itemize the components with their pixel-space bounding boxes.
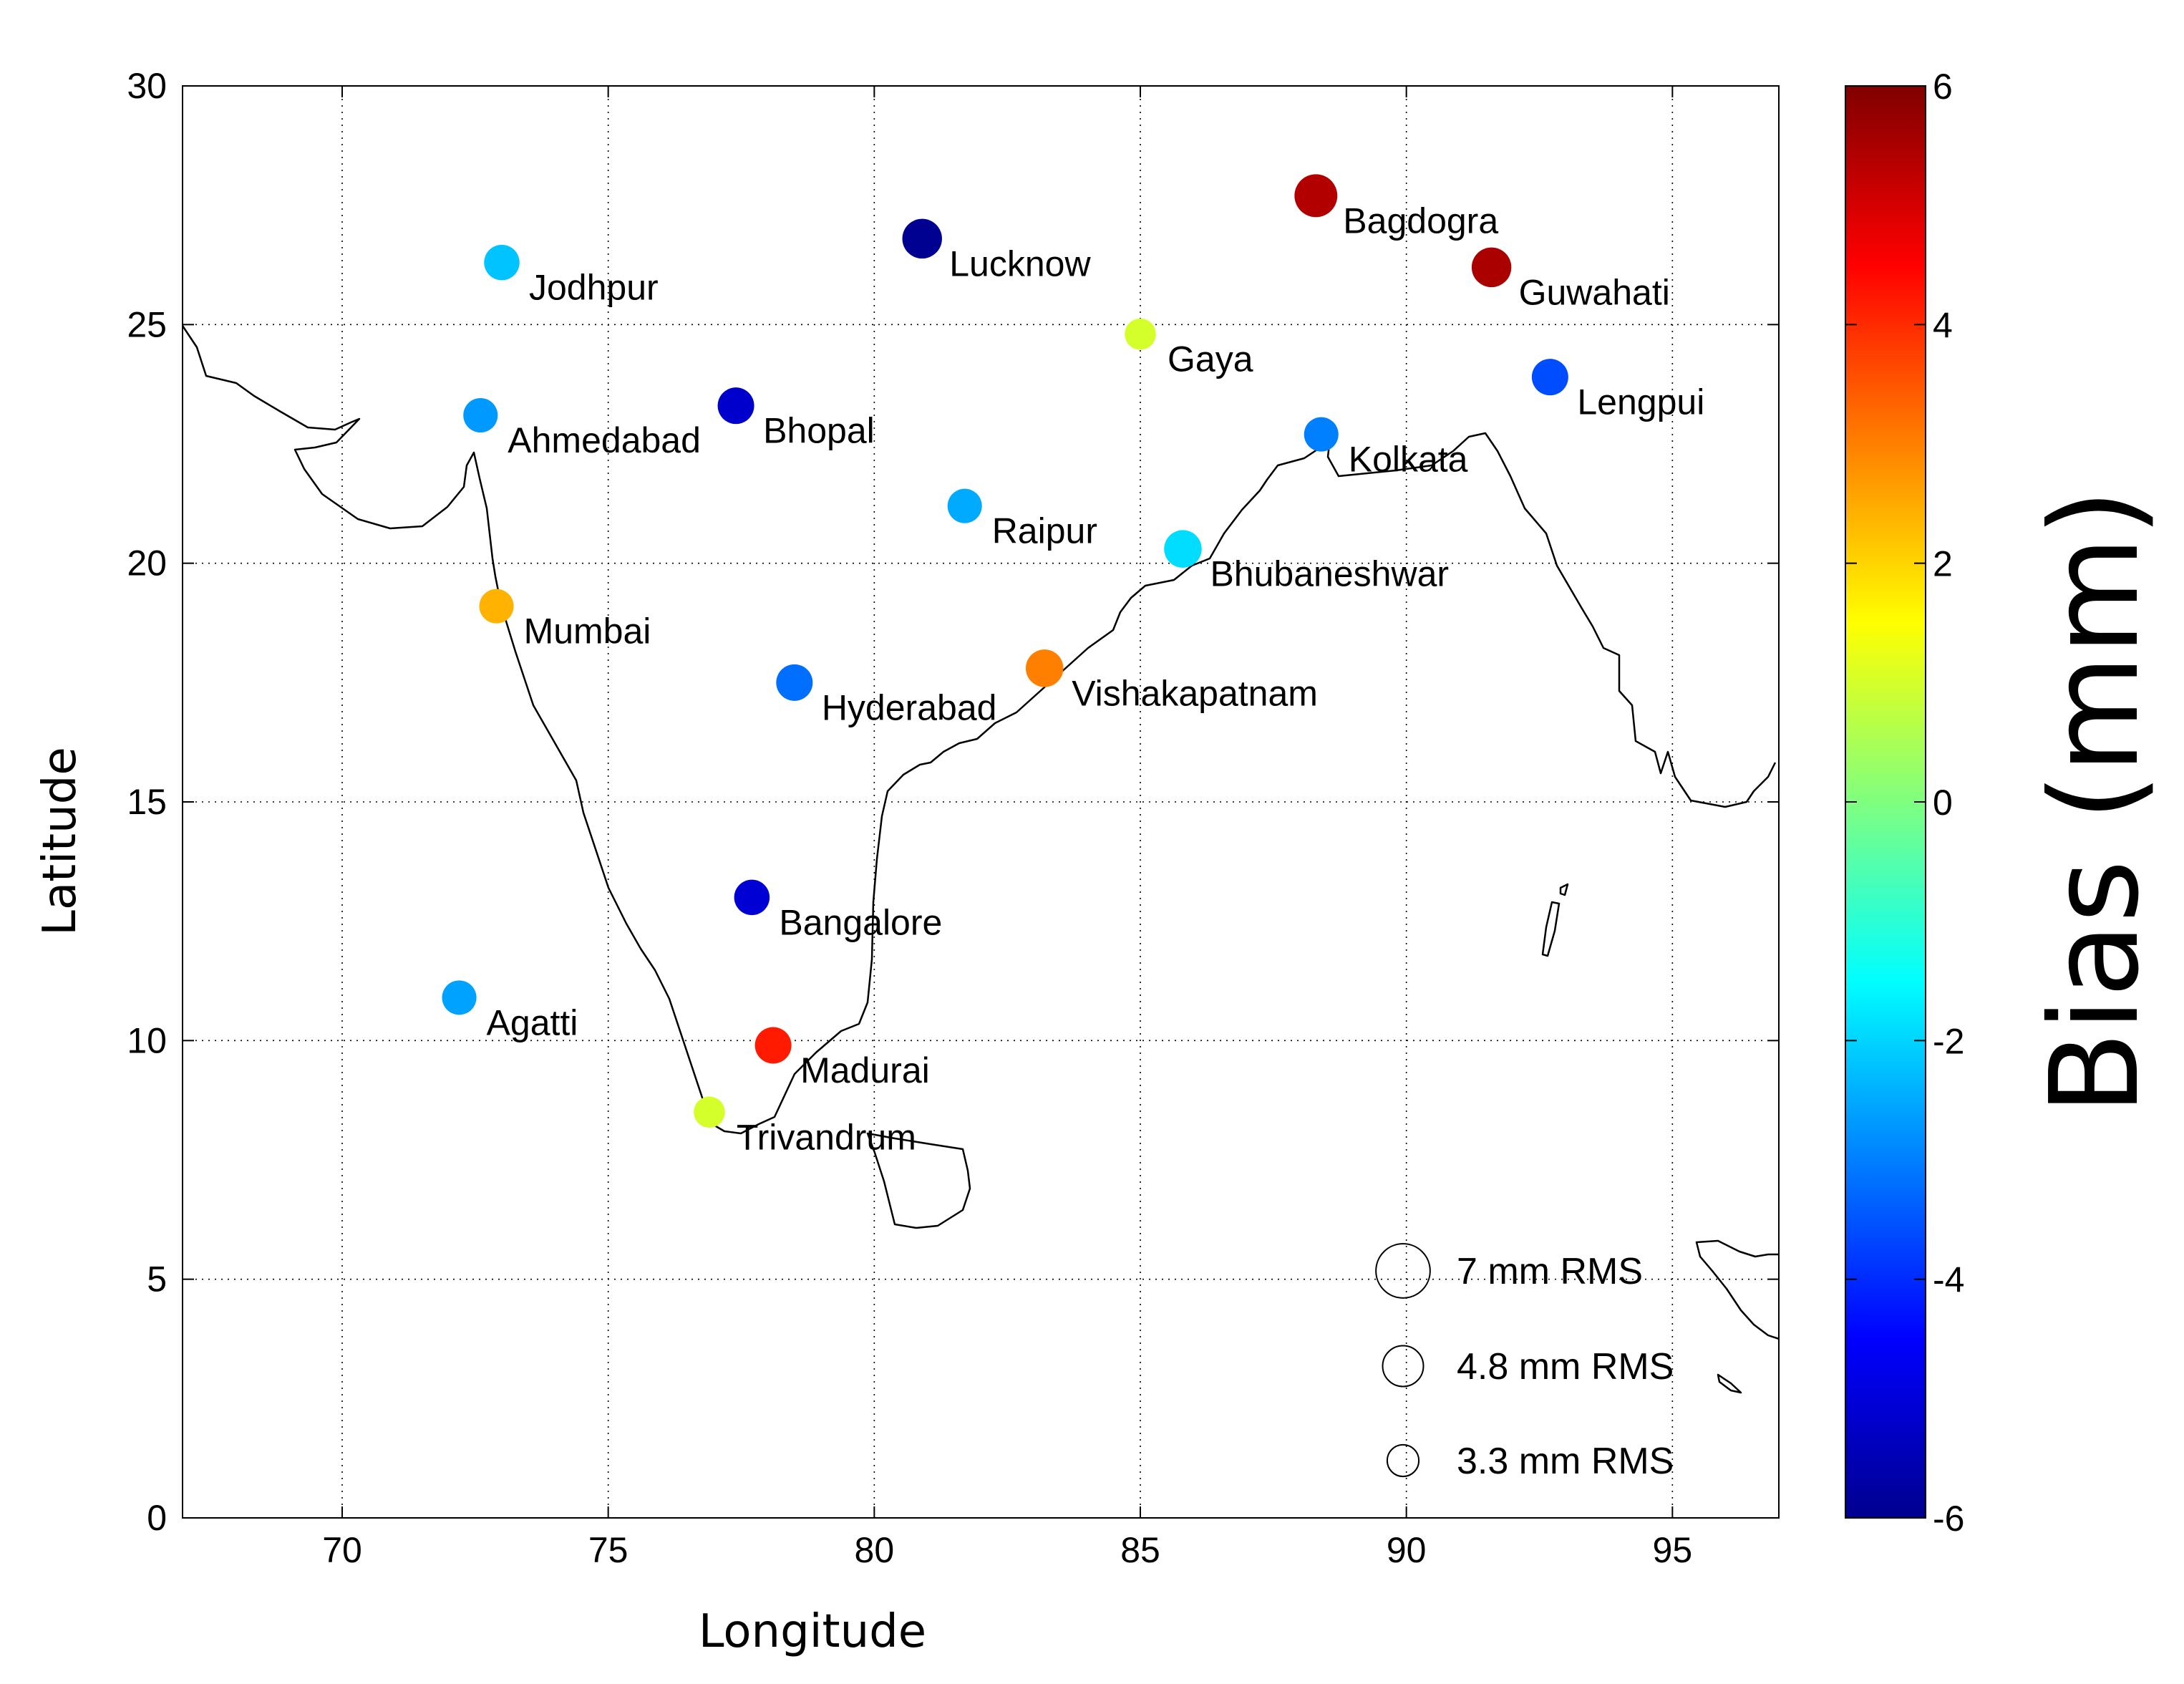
station-marker-jodhpur xyxy=(484,244,520,281)
station-label-gaya: Gaya xyxy=(1168,339,1253,379)
station-marker-raipur xyxy=(947,488,982,523)
station-label-kolkata: Kolkata xyxy=(1349,440,1468,480)
station-label-vishakapatnam: Vishakapatnam xyxy=(1072,673,1318,713)
station-label-bangalore: Bangalore xyxy=(779,902,942,942)
coastline-mainland xyxy=(183,325,1777,1135)
station-label-trivandrum: Trivandrum xyxy=(737,1117,916,1157)
legend-circle-3-3 xyxy=(1386,1443,1420,1478)
station-label-bagdogra: Bagdogra xyxy=(1343,200,1498,241)
coastline-andaman-island xyxy=(1541,901,1561,957)
y-tick-label-25: 25 xyxy=(127,304,167,344)
coastline-southeast-asia xyxy=(1695,1239,1779,1340)
coastline-sumatra-tip xyxy=(1717,1373,1742,1394)
legend-circle-7 xyxy=(1375,1243,1431,1299)
colorbar-tick-label-4: 4 xyxy=(1933,305,1953,345)
x-tick-label-95: 95 xyxy=(1653,1530,1693,1570)
station-marker-bangalore xyxy=(734,879,770,916)
x-axis-ticks: 70 75 80 85 90 95 xyxy=(322,86,1692,1570)
y-axis-label: Latitude xyxy=(34,747,87,935)
rms-size-legend: 7 mm RMS 4.8 mm RMS 3.3 mm RMS xyxy=(1375,1243,1674,1482)
station-marker-guwahati xyxy=(1471,247,1512,288)
colorbar-tick-label--6: -6 xyxy=(1933,1499,1964,1539)
station-marker-vishakapatnam xyxy=(1025,649,1064,687)
legend-label-4-8: 4.8 mm RMS xyxy=(1457,1346,1674,1388)
station-label-hyderabad: Hyderabad xyxy=(822,687,997,727)
legend-label-7: 7 mm RMS xyxy=(1457,1251,1643,1292)
y-tick-label-20: 20 xyxy=(127,543,167,584)
station-marker-kolkata xyxy=(1304,417,1339,452)
station-label-mumbai: Mumbai xyxy=(524,611,651,652)
colorbar: 6 4 2 0 -2 -4 -6 Bias (mm) xyxy=(1845,67,2166,1539)
station-label-lucknow: Lucknow xyxy=(949,243,1091,284)
station-label-jodhpur: Jodhpur xyxy=(529,268,659,308)
colorbar-gradient xyxy=(1845,85,1926,1519)
y-tick-label-10: 10 xyxy=(127,1020,167,1060)
station-label-ahmedabad: Ahmedabad xyxy=(508,420,701,460)
colorbar-tick-label-0: 0 xyxy=(1933,783,1953,823)
station-label-raipur: Raipur xyxy=(992,511,1097,551)
station-marker-lengpui xyxy=(1531,359,1568,396)
station-marker-bagdogra xyxy=(1294,174,1338,218)
station-marker-lucknow xyxy=(902,218,942,259)
legend-circle-4-8 xyxy=(1382,1345,1425,1388)
station-marker-mumbai xyxy=(479,589,514,624)
station-marker-hyderabad xyxy=(776,664,813,701)
colorbar-tick-label--4: -4 xyxy=(1933,1260,1964,1300)
colorbar-tick-label--2: -2 xyxy=(1933,1021,1964,1061)
station-marker-gaya xyxy=(1125,318,1156,350)
station-label-madurai: Madurai xyxy=(800,1050,930,1090)
station-marker-agatti xyxy=(442,980,477,1015)
colorbar-tick-label-2: 2 xyxy=(1933,544,1953,584)
x-tick-label-80: 80 xyxy=(855,1530,895,1570)
coastline-small-island xyxy=(1559,883,1569,896)
station-label-agatti: Agatti xyxy=(487,1002,578,1042)
y-tick-label-5: 5 xyxy=(147,1259,167,1300)
legend-label-3-3: 3.3 mm RMS xyxy=(1457,1441,1674,1482)
x-tick-label-70: 70 xyxy=(322,1530,362,1570)
station-marker-ahmedabad xyxy=(463,397,498,433)
station-label-guwahati: Guwahati xyxy=(1519,272,1670,312)
station-marker-trivandrum xyxy=(694,1096,725,1128)
y-tick-label-15: 15 xyxy=(127,782,167,822)
y-tick-label-30: 30 xyxy=(127,66,167,106)
x-axis-label: Longitude xyxy=(699,1605,926,1658)
station-marker-bhubaneshwar xyxy=(1164,530,1202,568)
station-marker-bhopal xyxy=(717,387,754,425)
coastline-sri-lanka xyxy=(866,1132,971,1229)
x-tick-label-75: 75 xyxy=(588,1530,628,1570)
x-tick-label-90: 90 xyxy=(1387,1530,1427,1570)
station-label-lengpui: Lengpui xyxy=(1577,382,1704,422)
coastline-map xyxy=(183,325,1779,1394)
x-tick-label-85: 85 xyxy=(1120,1530,1160,1570)
station-markers: Jodhpur Lucknow Bagdogra Guwahati Gaya Lengpu… xyxy=(442,174,1704,1157)
y-tick-label-0: 0 xyxy=(147,1498,167,1538)
colorbar-tick-label-6: 6 xyxy=(1933,67,1953,107)
y-axis-ticks: 0 5 10 15 20 25 30 xyxy=(127,66,1779,1538)
station-label-bhubaneshwar: Bhubaneshwar xyxy=(1210,554,1449,594)
station-marker-madurai xyxy=(754,1027,792,1064)
colorbar-ticks: 6 4 2 0 -2 -4 -6 xyxy=(1845,67,1964,1539)
station-label-bhopal: Bhopal xyxy=(763,411,875,451)
colorbar-label: Bias (mm) xyxy=(2024,489,2166,1116)
